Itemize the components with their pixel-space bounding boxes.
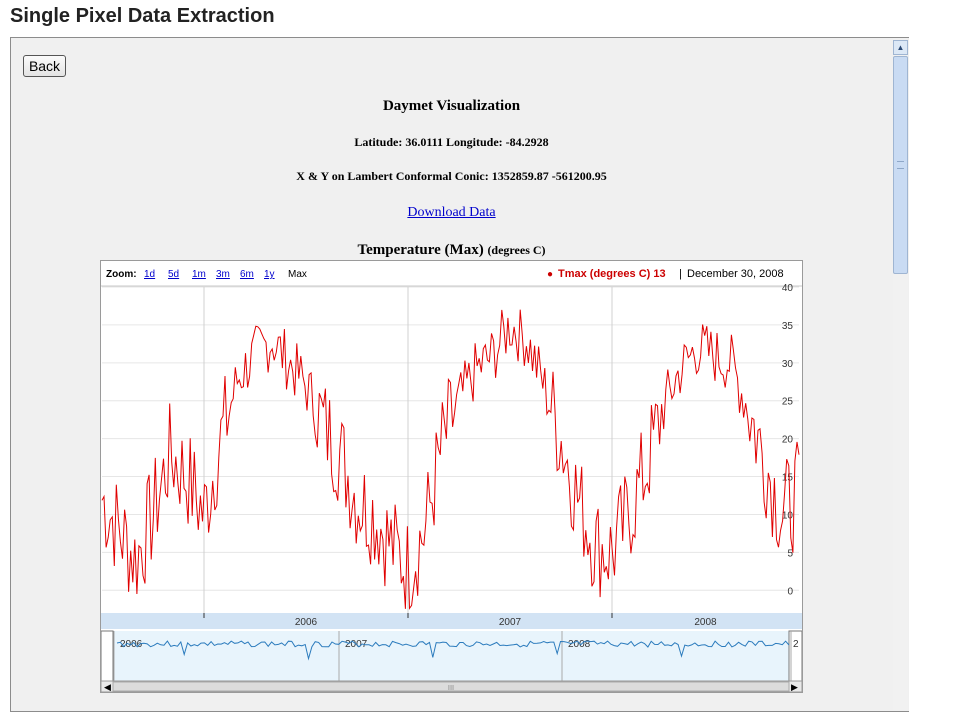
year-label-band (101, 613, 802, 629)
chart-title-unit: (degrees C) (487, 243, 546, 257)
page-title: Single Pixel Data Extraction (10, 5, 275, 27)
lat-lon-text: Latitude: 36.0111 Longitude: -84.2928 (354, 135, 549, 149)
year-label-2006: 2006 (295, 617, 318, 628)
year-label-2008: 2008 (694, 617, 717, 628)
y-tick-label-35: 35 (782, 321, 794, 332)
scroll-left-arrow-icon[interactable]: ◀ (104, 683, 111, 692)
legend-marker-icon: ● (547, 269, 553, 280)
y-tick-label-30: 30 (782, 359, 794, 370)
timeline-svg[interactable]: Zoom: 1d 5d 1m 3m 6m 1y Max ● Tmax (degrees C) 13… (101, 261, 802, 692)
y-tick-label-25: 25 (782, 397, 794, 408)
chart-hscroll-thumb[interactable] (112, 681, 790, 692)
y-tick-label-40: 40 (782, 283, 794, 294)
visualization-title: Daymet Visualization (382, 98, 521, 114)
grip-icon (897, 161, 904, 169)
download-data-link[interactable]: Download Data (10, 205, 893, 221)
navigator-left-handle[interactable] (101, 630, 114, 682)
zoom-option-3m[interactable]: 3m (216, 269, 230, 280)
zoom-option-1m[interactable]: 1m (192, 269, 206, 280)
zoom-option-6m[interactable]: 6m (240, 269, 254, 280)
back-button[interactable]: Back (23, 55, 66, 77)
legend-series-value: Tmax (degrees C) 13 (558, 268, 666, 280)
legend-date: December 30, 2008 (687, 268, 784, 280)
y-tick-label-20: 20 (782, 435, 794, 446)
chart-title: Temperature (Max) (degrees C) (10, 242, 893, 259)
chart-title-text: Temperature (Max) (357, 242, 484, 258)
zoom-option-Max: Max (288, 269, 307, 280)
y-tick-label-15: 15 (782, 473, 794, 484)
zoom-option-1d[interactable]: 1d (144, 269, 155, 280)
scroll-right-arrow-icon[interactable]: ▶ (791, 683, 798, 692)
y-tick-label-10: 10 (782, 510, 794, 521)
series-line-tmax (101, 309, 800, 610)
navigator-series-line (116, 640, 790, 661)
vertical-scrollbar[interactable]: ▲ (893, 38, 908, 710)
zoom-option-1y[interactable]: 1y (264, 269, 275, 280)
annotated-timeline-chart[interactable]: Zoom: 1d 5d 1m 3m 6m 1y Max ● Tmax (degrees C) 13… (100, 260, 803, 693)
navigator-year-label-2: 2008 (568, 639, 591, 650)
scroll-up-arrow-icon[interactable]: ▲ (893, 40, 908, 55)
legend-separator: | (679, 268, 682, 280)
lambert-xy-text: X & Y on Lambert Conformal Conic: 135285… (296, 169, 607, 183)
download-data-link-text[interactable]: Download Data (407, 205, 496, 220)
y-tick-label-0: 0 (787, 586, 793, 597)
year-label-2007: 2007 (499, 617, 522, 628)
navigator-range-fill (113, 631, 789, 681)
zoom-label: Zoom: (106, 269, 137, 280)
scrollbar-thumb[interactable] (893, 56, 908, 274)
zoom-option-5d[interactable]: 5d (168, 269, 179, 280)
y-tick-label-5: 5 (787, 548, 793, 559)
hscroll-grip-icon: III (448, 684, 454, 692)
navigator-year-label-3: 2 (793, 639, 799, 650)
